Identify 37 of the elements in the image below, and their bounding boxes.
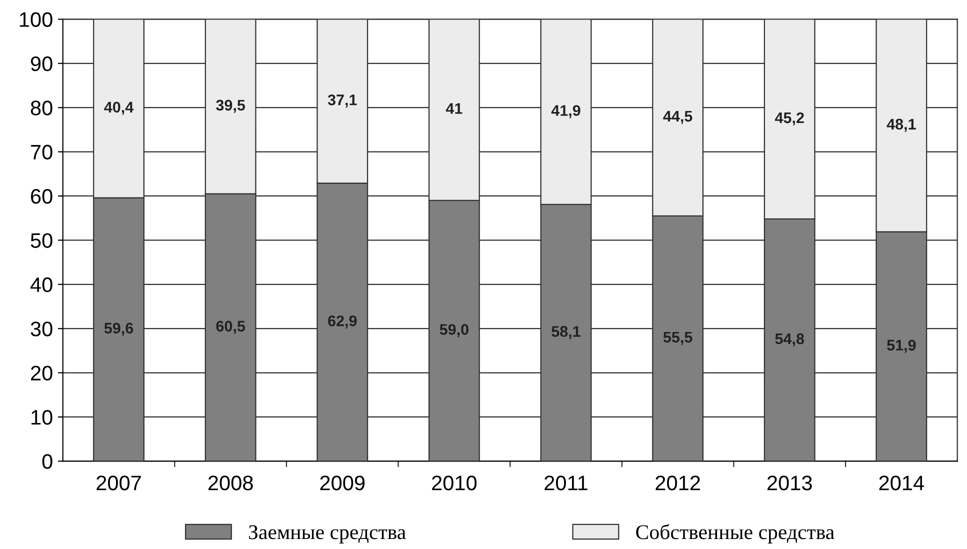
x-tick-label: 2013 [767,476,812,490]
data-label: 55,5 [663,332,692,345]
y-tick-label: 60 [31,188,52,204]
x-tick-label: 2011 [544,476,588,490]
x-tick-label: 2014 [879,476,924,490]
y-tick-label: 30 [30,322,52,336]
y-tick-label: 90 [30,56,52,72]
data-label: 44,5 [663,110,692,124]
data-label: 39,5 [216,100,246,113]
x-tick-label: 2008 [208,476,253,490]
y-tick-label: 80 [30,100,52,116]
data-label: 58,1 [552,326,580,340]
data-label: 45,2 [774,112,804,126]
legend-label: Собственные средства [636,524,834,544]
x-tick-label: 2007 [96,476,141,490]
data-label: 37,1 [328,94,357,108]
data-label: 59,6 [104,322,134,336]
x-tick-label: 2012 [656,476,700,490]
x-tick-label: 2010 [432,476,477,490]
y-tick-label: 70 [31,144,52,160]
data-label: 41 [446,103,462,114]
data-label: 54,8 [775,333,804,346]
data-label: 51,9 [887,340,916,353]
y-tick-label: 100 [20,12,52,27]
data-label: 59,0 [440,324,468,338]
y-tick-label: 40 [30,277,52,292]
data-label: 62,9 [328,315,357,328]
data-label: 48,1 [886,118,916,132]
y-tick-label: 0 [42,454,52,469]
y-tick-label: 50 [30,233,52,248]
data-label: 41,9 [551,105,580,118]
y-tick-label: 20 [31,366,52,381]
data-label: 60,5 [216,320,246,334]
legend-label: Заемные средства [249,525,406,544]
x-tick-label: 2009 [320,476,365,490]
y-tick-label: 10 [32,410,52,425]
data-label: 40,4 [104,102,134,115]
